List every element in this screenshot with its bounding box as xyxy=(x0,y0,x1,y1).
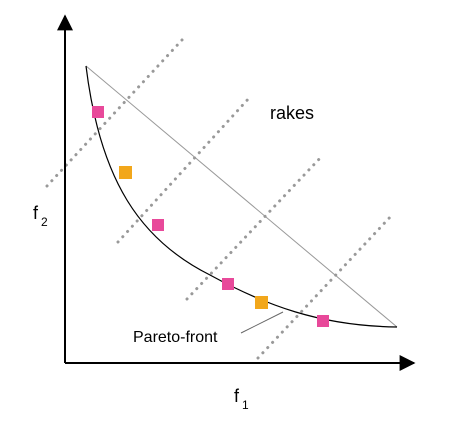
rakes-group xyxy=(45,38,395,360)
chord-line xyxy=(85,65,398,328)
pareto-front-pointer xyxy=(240,311,284,334)
y-axis-label-main: f xyxy=(33,203,39,223)
pareto-front-label: Pareto-front xyxy=(133,329,218,346)
y-axis-label-subscript: 2 xyxy=(41,215,48,229)
pareto-point-pink xyxy=(317,315,329,327)
pareto-point-pink xyxy=(92,106,104,118)
pareto-point-pink xyxy=(222,278,234,290)
rake-line-3 xyxy=(185,153,325,301)
rake-line-4 xyxy=(256,212,395,360)
rake-line-2 xyxy=(116,95,252,244)
pareto-point-pink xyxy=(152,219,164,231)
pareto-points xyxy=(92,106,329,327)
y-axis-label: f 2 xyxy=(33,203,48,229)
x-axis-label: f 1 xyxy=(234,386,249,412)
pareto-point-orange xyxy=(119,166,132,179)
rake-line-1 xyxy=(45,38,184,188)
rakes-label: rakes xyxy=(270,103,314,123)
x-axis-label-main: f xyxy=(234,386,240,406)
x-axis-label-subscript: 1 xyxy=(242,398,249,412)
pareto-point-orange xyxy=(255,296,268,309)
